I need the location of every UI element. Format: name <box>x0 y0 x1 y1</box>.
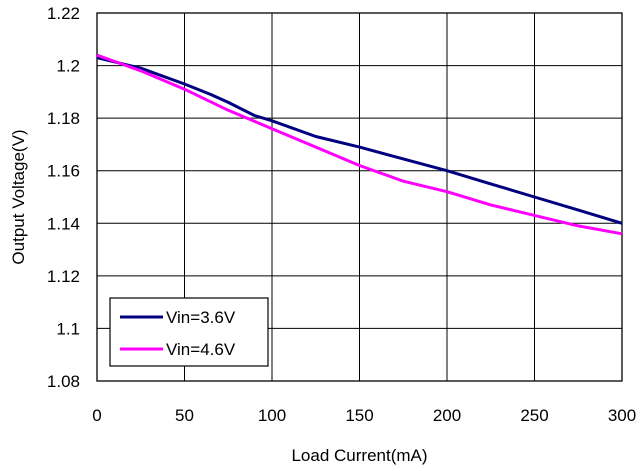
y-axis-ticks: 1.08 1.1 1.12 1.14 1.16 1.18 1.2 1.22 <box>47 4 80 391</box>
y-tick-label: 1.14 <box>47 214 80 233</box>
plot-frame <box>96 12 623 382</box>
x-tick-label: 300 <box>608 406 636 425</box>
legend-label-vin-3-6v: Vin=3.6V <box>166 308 236 327</box>
x-axis-ticks: 0 50 100 150 200 250 300 <box>92 406 636 425</box>
legend-box <box>109 297 269 367</box>
legend: Vin=3.6V Vin=4.6V <box>109 297 269 367</box>
x-tick-label: 150 <box>345 406 373 425</box>
y-tick-label: 1.12 <box>47 267 80 286</box>
x-tick-label: 0 <box>92 406 101 425</box>
x-tick-label: 50 <box>175 406 194 425</box>
y-tick-label: 1.2 <box>56 57 80 76</box>
series-lines <box>96 53 623 236</box>
y-tick-label: 1.16 <box>47 162 80 181</box>
x-tick-label: 250 <box>520 406 548 425</box>
y-tick-label: 1.22 <box>47 4 80 23</box>
x-tick-label: 200 <box>433 406 461 425</box>
x-axis-title: Load Current(mA) <box>291 446 427 465</box>
x-tick-label: 100 <box>258 406 286 425</box>
y-tick-label: 1.18 <box>47 109 80 128</box>
series-line-0 <box>96 56 623 225</box>
series-line-1 <box>96 53 623 236</box>
y-axis-title: Output Voltage(V) <box>9 129 28 264</box>
legend-label-vin-4-6v: Vin=4.6V <box>166 340 236 359</box>
y-tick-label: 1.08 <box>47 372 80 391</box>
y-tick-label: 1.1 <box>56 319 80 338</box>
